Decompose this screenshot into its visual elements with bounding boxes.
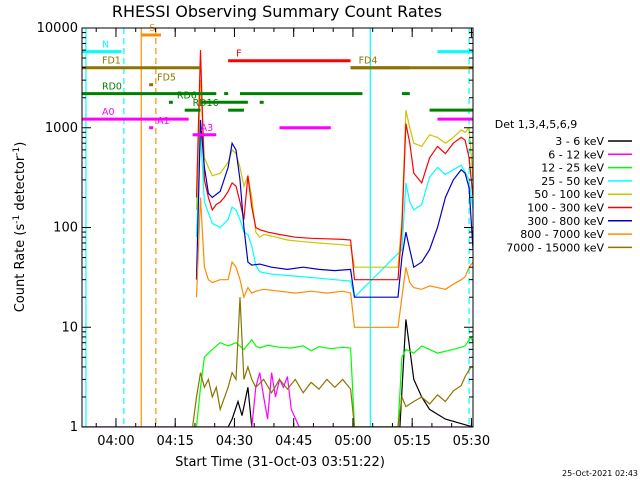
x-axis-label: Start Time (31-Oct-03 03:51:22) — [175, 455, 385, 470]
legend-label-1: 6 - 12 keV — [548, 148, 604, 161]
legend-label-6: 300 - 800 keV — [527, 215, 604, 228]
flag-label-rd16: RD16 — [193, 98, 219, 109]
flag-bars — [82, 33, 473, 137]
y-tick-label-2: 100 — [53, 221, 78, 236]
flag-label-a0: A0 — [102, 107, 115, 118]
flag-label-n: N — [102, 40, 109, 51]
y-tick-label-1: 10 — [61, 320, 78, 335]
footer-timestamp: 25-Oct-2021 02:43 — [562, 469, 638, 478]
flag-label-fd1: FD1 — [102, 56, 121, 67]
flag-label-fd5: FD5 — [157, 73, 176, 84]
series-line-3 — [195, 132, 473, 299]
x-tick-label-5: 05:15 — [393, 434, 430, 449]
series-line-2 — [195, 335, 473, 427]
legend-label-4: 50 - 100 keV — [534, 188, 604, 201]
legend-label-0: 3 - 6 keV — [555, 135, 604, 148]
y-tick-label-4: 10000 — [37, 21, 78, 36]
y-label-main: Count Rate (s — [13, 224, 28, 313]
legend-title: Det 1,3,4,5,6,9 — [495, 118, 578, 131]
y-label-exp2: -1 — [12, 147, 22, 156]
legend-label-8: 7000 - 15000 keV — [506, 241, 604, 254]
series-line-6 — [195, 119, 473, 298]
y-label-close: ) — [13, 142, 28, 147]
axes: 1 10 100 1000 10000 04:00 04:15 04:30 04:45 05:00… — [37, 21, 491, 449]
flag-label-rd0: RD0 — [102, 82, 122, 93]
x-tick-label-4: 05:00 — [334, 434, 371, 449]
flag-label-rd6: RD6 — [177, 90, 197, 101]
legend-label-3: 25 - 50 keV — [541, 175, 604, 188]
flag-label-a3: A3 — [201, 123, 214, 134]
series-line-7 — [195, 197, 473, 328]
chart-title: RHESSI Observing Summary Count Rates — [112, 2, 442, 21]
legend-label-2: 12 - 25 keV — [541, 162, 604, 175]
y-tick-label-0: 1 — [70, 420, 78, 435]
y-label-mid: detector — [13, 155, 28, 215]
flag-label-fd4: FD4 — [359, 56, 378, 67]
x-tick-label-2: 04:30 — [216, 434, 253, 449]
series-line-5 — [195, 50, 473, 281]
x-tick-label-6: 05:30 — [453, 434, 490, 449]
series-line-1 — [82, 372, 473, 427]
x-tick-label-3: 04:45 — [275, 434, 312, 449]
series-line-4 — [195, 80, 473, 268]
flag-label-s: S — [149, 23, 155, 34]
series-line-0 — [82, 319, 473, 427]
x-tick-label-1: 04:15 — [156, 434, 193, 449]
y-label-exp1: -1 — [12, 215, 22, 224]
x-tick-label-0: 04:00 — [97, 434, 134, 449]
flag-label-f: F — [236, 49, 241, 60]
legend-label-7: 800 - 7000 keV — [520, 228, 604, 241]
legend-label-5: 100 - 300 keV — [527, 202, 604, 215]
flag-label-a1: A1 — [157, 116, 170, 127]
series-lines — [82, 50, 473, 427]
y-axis-label: Count Rate (s-1 detector-1) — [12, 142, 28, 313]
series-line-8 — [192, 297, 473, 427]
y-tick-label-3: 1000 — [45, 121, 78, 136]
